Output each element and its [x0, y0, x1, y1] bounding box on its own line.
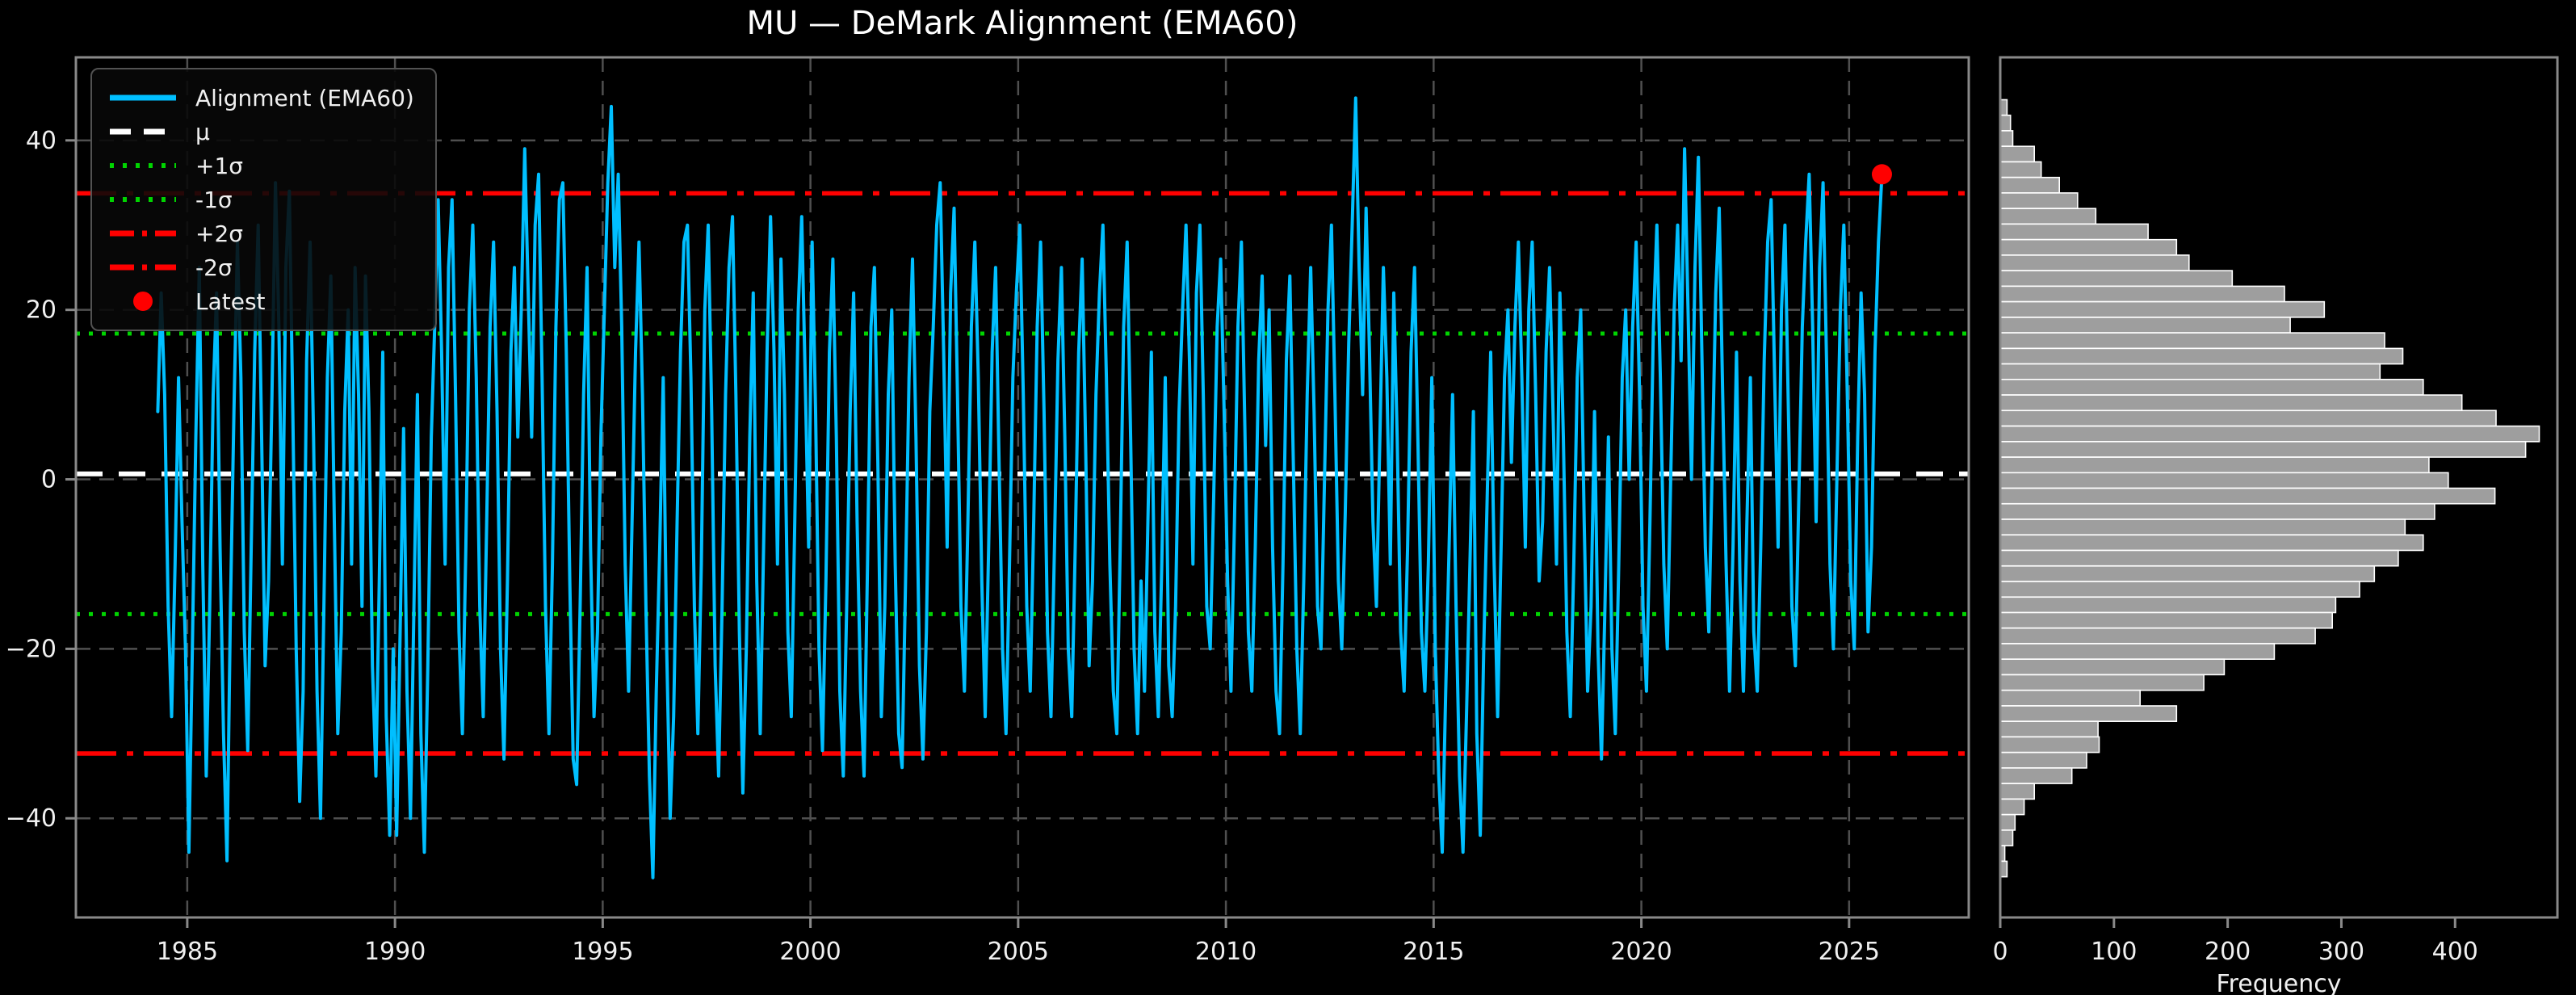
histogram-bar: [1999, 736, 2100, 754]
hist-x-tick-label: 300: [2318, 938, 2364, 966]
hist-x-tick-label: 100: [2091, 938, 2137, 966]
histogram-bar: [1999, 114, 2012, 132]
legend-item-plus1sigma: +1σ: [108, 149, 414, 183]
histogram-bar: [1999, 767, 2073, 784]
plus2sigma-line-sample: [108, 221, 178, 246]
series-line: [156, 96, 1884, 880]
histogram-bar: [1999, 363, 2381, 380]
histogram-bar: [1999, 581, 2360, 598]
histogram-bar: [1999, 176, 2060, 194]
x-tick-label: 1990: [364, 938, 426, 966]
histogram-bar: [1999, 751, 2087, 769]
histogram-bar: [1999, 300, 2326, 318]
legend-item-plus2sigma: +2σ: [108, 216, 414, 250]
histogram-bar: [1999, 705, 2178, 723]
histogram-bar: [1999, 472, 2449, 489]
legend: Alignment (EMA60) μ +1σ -1σ +2σ: [90, 68, 437, 331]
mu-line-sample: [108, 120, 178, 144]
y-tick-label: 0: [41, 466, 57, 494]
hist-x-tick-label: 0: [1992, 938, 2008, 966]
histogram-bar: [1999, 238, 2178, 256]
histogram-bar: [1999, 409, 2497, 427]
legend-label: +1σ: [195, 152, 244, 179]
legend-label: -2σ: [195, 254, 233, 281]
histogram-bar: [1999, 145, 2036, 163]
hist-x-tick-label: 400: [2432, 938, 2478, 966]
histogram-bar: [1999, 611, 2334, 629]
histogram-bar: [1999, 254, 2190, 271]
x-tick-label: 1985: [157, 938, 218, 966]
histogram-bar: [1999, 502, 2435, 520]
minus1sigma-line-sample: [108, 187, 178, 212]
x-tick-label: 2005: [988, 938, 1049, 966]
histogram-bar: [1999, 378, 2424, 396]
legend-item-minus1sigma: -1σ: [108, 183, 414, 216]
histogram-bar: [1999, 829, 2014, 846]
x-tick-label: 1995: [572, 938, 633, 966]
legend-item-minus2sigma: -2σ: [108, 250, 414, 284]
legend-label: +2σ: [195, 220, 244, 247]
plot-title: MU — DeMark Alignment (EMA60): [746, 5, 1298, 42]
histogram-bar: [1999, 813, 2016, 831]
histogram-bar: [1999, 549, 2399, 567]
hist-x-tick-label: 200: [2205, 938, 2251, 966]
legend-item-latest: Latest: [108, 284, 414, 318]
histogram-bar: [1999, 674, 2205, 691]
histogram-panel: 0 100 200 300 400 Frequency: [1992, 56, 2559, 995]
histogram-bar: [1999, 565, 2376, 582]
latest-marker-sample: [108, 289, 178, 313]
x-tick-label: 2000: [779, 938, 841, 966]
minus2sigma-line-sample: [108, 255, 178, 279]
plus1sigma-line-sample: [108, 153, 178, 178]
histogram-bar: [1999, 394, 2463, 412]
histogram-bar: [1999, 534, 2424, 552]
y-tick-label: 40: [26, 127, 57, 155]
histogram-bar: [1999, 208, 2097, 225]
main-spines: [74, 56, 1970, 919]
histogram-bar: [1999, 440, 2527, 458]
legend-label: Latest: [195, 288, 266, 315]
histogram-bar: [1999, 643, 2276, 661]
histogram-bar: [1999, 783, 2036, 800]
latest-marker: [1871, 164, 1892, 185]
legend-label: -1σ: [195, 186, 233, 213]
histogram-bar: [1999, 192, 2079, 209]
histogram-bar: [1999, 317, 2291, 334]
y-tick-label: 20: [26, 296, 57, 325]
x-tick-label: 2025: [1819, 938, 1880, 966]
legend-label: μ: [195, 118, 210, 145]
histogram-bar: [1999, 627, 2316, 644]
y-tick-label: −40: [6, 804, 57, 833]
histogram-bar: [1999, 518, 2406, 536]
legend-item-mu: μ: [108, 115, 414, 149]
hist-spines: [1999, 56, 2559, 919]
histogram-bar: [1999, 798, 2025, 816]
x-tick-label: 2010: [1195, 938, 1257, 966]
histogram-bar: [1999, 332, 2385, 350]
main-plot: 1985 1990 1995 2000 2005 2010 2015 2020 2025 −40 −…: [6, 56, 1970, 966]
histogram-bar: [1999, 223, 2149, 241]
histogram-bar: [1999, 596, 2337, 614]
histogram-bar: [1999, 720, 2099, 738]
histogram-bar: [1999, 161, 2042, 178]
histogram-bar: [1999, 658, 2226, 676]
x-tick-label: 2020: [1610, 938, 1672, 966]
histogram-bar: [1999, 270, 2234, 288]
y-tick-label: −20: [6, 635, 57, 663]
legend-item-alignment: Alignment (EMA60): [108, 81, 414, 115]
histogram-bar: [1999, 285, 2285, 303]
histogram-bar: [1999, 487, 2496, 505]
histogram-bar: [1999, 425, 2540, 443]
hist-xlabel: Frequency: [2217, 970, 2342, 995]
histogram-bar: [1999, 347, 2404, 365]
series-line-sample: [108, 86, 178, 110]
histogram-bar: [1999, 689, 2141, 707]
histogram-bar: [1999, 130, 2014, 147]
legend-label: Alignment (EMA60): [195, 84, 414, 111]
x-tick-label: 2015: [1403, 938, 1464, 966]
histogram-bar: [1999, 456, 2430, 474]
